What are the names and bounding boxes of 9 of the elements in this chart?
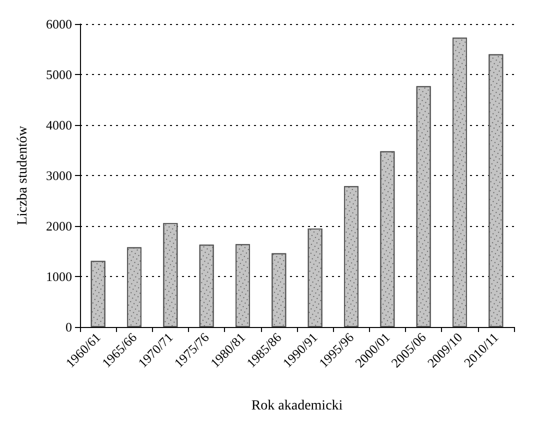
- y-tick-label: 1000: [46, 269, 72, 284]
- y-tick-label: 6000: [46, 16, 72, 32]
- x-axis-title: Rok akademicki: [251, 398, 343, 414]
- y-tick-label: 0: [66, 320, 72, 334]
- y-tick-label: 4000: [46, 118, 72, 132]
- y-tick-label: 5000: [46, 67, 72, 82]
- y-tick-label: 3000: [46, 168, 72, 183]
- y-axis-title: Liczba studentów: [16, 125, 30, 226]
- y-tick-label: 2000: [46, 218, 72, 234]
